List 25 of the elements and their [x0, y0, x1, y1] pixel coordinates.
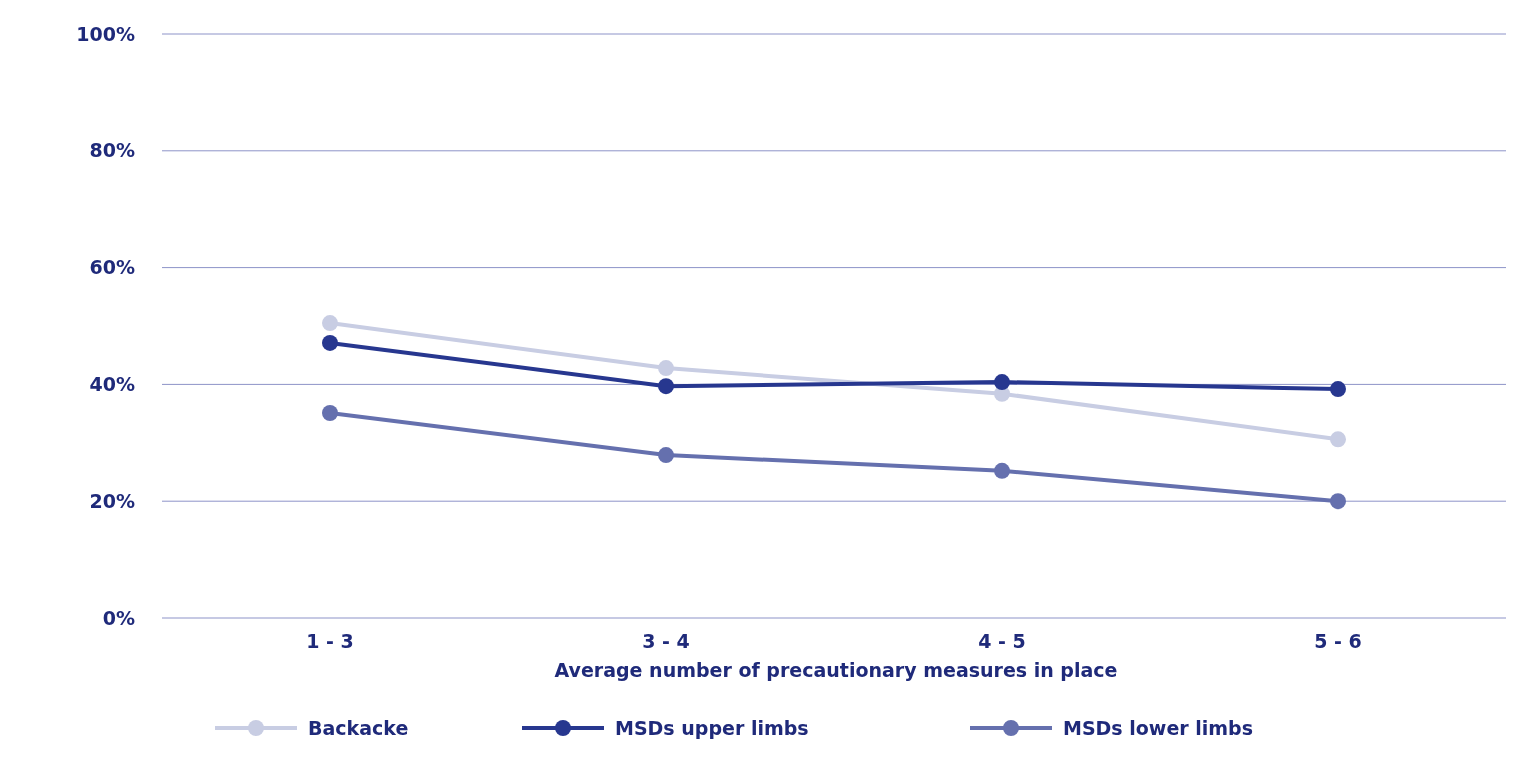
point	[994, 374, 1010, 391]
y-tick-label: 20%	[89, 489, 135, 512]
point	[658, 378, 674, 395]
point	[322, 315, 338, 332]
x-tick-label: 3 - 4	[642, 630, 690, 652]
y-tick-label: 80%	[89, 139, 135, 162]
point	[994, 462, 1010, 479]
point	[1330, 431, 1346, 448]
point	[1330, 381, 1346, 398]
point	[1330, 493, 1346, 510]
legend-label: MSDs lower limbs	[1063, 716, 1254, 739]
point	[322, 334, 338, 351]
y-tick-label: 60%	[89, 256, 135, 279]
y-tick-label: 0%	[102, 606, 135, 629]
x-tick-label: 4 - 5	[978, 630, 1026, 652]
y-tick-label: 100%	[76, 22, 135, 45]
legend-label: MSDs upper limbs	[615, 716, 809, 739]
x-axis-title: Average number of precautionary measures in place	[554, 659, 1118, 681]
y-tick-label: 40%	[89, 373, 135, 396]
point	[658, 447, 674, 464]
legend-label: Backacke	[308, 716, 409, 739]
x-tick-label: 1 - 3	[306, 630, 354, 652]
point	[658, 360, 674, 377]
point	[322, 405, 338, 422]
x-tick-label: 5 - 6	[1314, 630, 1362, 652]
